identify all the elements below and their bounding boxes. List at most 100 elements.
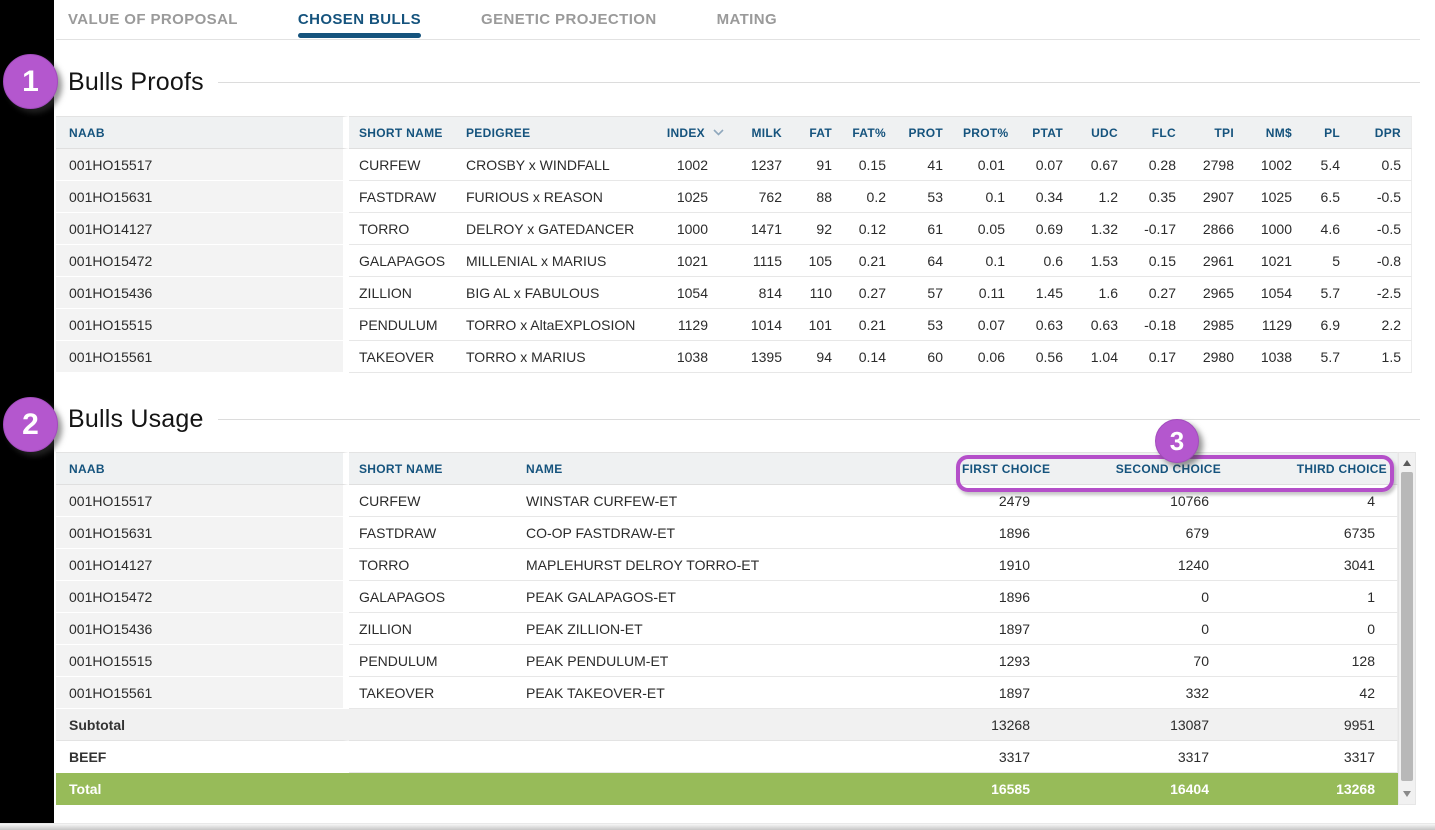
usage-data-row[interactable]: 001HO14127 TORRO MAPLEHURST DELROY TORRO-E… [56,549,1398,581]
column-header-prot[interactable]: PROT% [953,116,1015,149]
column-label: DPR [1374,125,1401,140]
proofs-table-row[interactable]: 001HO15561 TAKEOVER TORRO x MARIUS 1038 1395… [56,341,1412,373]
usage-total-row[interactable]: Total 16585 16404 13268 [56,773,1398,805]
column-header-short-name[interactable]: SHORT NAME [349,116,456,149]
proofs-table-row[interactable]: 001HO15515 PENDULUM TORRO x AltaEXPLOSION 1… [56,309,1412,341]
cell-fat: 88 [792,181,842,213]
cell-first-choice: 1293 [952,645,1052,677]
proofs-table-row[interactable]: 001HO15517 CURFEW CROSBY x WINDFALL 1002 123… [56,149,1412,181]
cell-tpi: 2965 [1186,277,1244,309]
cell-flc: 0.27 [1128,277,1186,309]
proofs-table-row[interactable]: 001HO15631 FASTDRAW FURIOUS x REASON 1025 76… [56,181,1412,213]
cell-first-choice: 13268 [952,709,1052,741]
cell-short-name [349,741,516,773]
cell-prot: 0.06 [953,341,1015,373]
cell-milk: 1395 [734,341,792,373]
tab-value-of-proposal[interactable]: VALUE OF PROPOSAL [68,0,238,39]
cell-pedigree: DELROY x GATEDANCER [456,213,656,245]
bulls-proofs-table: NAAB SHORT NAME PEDIGREE INDEX MILK FAT FAT% PR… [56,116,1412,373]
cell-naab: Subtotal [56,709,349,741]
proofs-table-row[interactable]: 001HO15472 GALAPAGOS MILLENIAL x MARIUS 102… [56,245,1412,277]
column-header-nm[interactable]: NM$ [1244,116,1302,149]
cell-short-name: FASTDRAW [349,517,516,549]
usage-data-row[interactable]: 001HO15436 ZILLION PEAK ZILLION-ET 1897 0 0 [56,613,1398,645]
cell-dpr: -0.5 [1350,181,1412,213]
proofs-table-row[interactable]: 001HO15436 ZILLION BIG AL x FABULOUS 1054 81… [56,277,1412,309]
cell-milk: 1471 [734,213,792,245]
usage-data-row[interactable]: 001HO15517 CURFEW WINSTAR CURFEW-ET 2479 107… [56,485,1398,517]
cell-name: CO-OP FASTDRAW-ET [516,517,952,549]
cell-milk: 1115 [734,245,792,277]
cell-first-choice: 1896 [952,517,1052,549]
column-header-fat[interactable]: FAT% [842,116,896,149]
cell-fat: 0.27 [842,277,896,309]
cell-third-choice: 42 [1231,677,1398,709]
cell-naab: 001HO15515 [56,645,349,677]
column-header-flc[interactable]: FLC [1128,116,1186,149]
usage-beef-row[interactable]: BEEF 3317 3317 3317 [56,741,1398,773]
column-header-first-choice[interactable]: FIRST CHOICE [952,452,1052,485]
cell-index: 1129 [656,309,734,341]
cell-third-choice: 3317 [1231,741,1398,773]
tab-genetic-projection[interactable]: GENETIC PROJECTION [481,0,657,39]
usage-data-row[interactable]: 001HO15561 TAKEOVER PEAK TAKEOVER-ET 1897 33… [56,677,1398,709]
column-header-index[interactable]: INDEX [656,116,734,149]
tab-chosen-bulls[interactable]: CHOSEN BULLS [297,0,422,39]
cell-index: 1002 [656,149,734,181]
column-header-tpi[interactable]: TPI [1186,116,1244,149]
title-divider [217,82,1420,83]
column-header-naab[interactable]: NAAB [56,116,349,149]
cell-first-choice: 16585 [952,773,1052,805]
cell-third-choice: 13268 [1231,773,1398,805]
column-header-prot[interactable]: PROT [896,116,953,149]
cell-short-name: TAKEOVER [349,341,456,373]
cell-short-name [349,773,516,805]
cell-prot: 0.01 [953,149,1015,181]
column-header-udc[interactable]: UDC [1073,116,1128,149]
scroll-up-button[interactable] [1399,455,1415,471]
vertical-scrollbar[interactable] [1398,452,1416,805]
column-header-fat[interactable]: FAT [792,116,842,149]
cell-naab: 001HO15631 [56,517,349,549]
column-header-ptat[interactable]: PTAT [1015,116,1073,149]
cell-short-name: PENDULUM [349,645,516,677]
tab-mating[interactable]: MATING [717,0,777,39]
column-header-second-choice[interactable]: SECOND CHOICE [1052,452,1231,485]
scroll-down-button[interactable] [1399,786,1415,802]
cell-dpr: -0.8 [1350,245,1412,277]
column-header-pl[interactable]: PL [1302,116,1350,149]
cell-nm: 1129 [1244,309,1302,341]
column-header-dpr[interactable]: DPR [1350,116,1412,149]
arrow-up-icon [1403,460,1411,466]
column-header-milk[interactable]: MILK [734,116,792,149]
column-label: PROT% [963,125,1009,140]
column-header-pedigree[interactable]: PEDIGREE [456,116,656,149]
column-header-name[interactable]: NAME [516,452,952,485]
cell-fat: 101 [792,309,842,341]
usage-data-row[interactable]: 001HO15515 PENDULUM PEAK PENDULUM-ET 1293 70… [56,645,1398,677]
column-label: SHORT NAME [359,461,443,476]
cell-naab: 001HO15517 [56,149,349,181]
usage-header-row: NAAB SHORT NAME NAME FIRST CHOICE SECOND CHO… [56,452,1398,485]
cell-naab: BEEF [56,741,349,773]
cell-udc: 1.53 [1073,245,1128,277]
cell-name: PEAK PENDULUM-ET [516,645,952,677]
cell-second-choice: 0 [1052,581,1231,613]
cell-naab: 001HO15472 [56,581,349,613]
cell-short-name: GALAPAGOS [349,245,456,277]
column-header-third-choice[interactable]: THIRD CHOICE [1231,452,1398,485]
usage-subtotal-row[interactable]: Subtotal 13268 13087 9951 [56,709,1398,741]
column-header-short-name[interactable]: SHORT NAME [349,452,516,485]
usage-data-row[interactable]: 001HO15472 GALAPAGOS PEAK GALAPAGOS-ET 1896… [56,581,1398,613]
cell-naab: Total [56,773,349,805]
proofs-table-row[interactable]: 001HO14127 TORRO DELROY x GATEDANCER 1000 14… [56,213,1412,245]
cell-name [516,741,952,773]
column-header-naab[interactable]: NAAB [56,452,349,485]
cell-second-choice: 1240 [1052,549,1231,581]
column-label: NAME [526,461,563,476]
usage-data-row[interactable]: 001HO15631 FASTDRAW CO-OP FASTDRAW-ET 1896 6… [56,517,1398,549]
cell-milk: 1237 [734,149,792,181]
chevron-down-icon[interactable] [713,128,724,136]
scrollbar-thumb[interactable] [1401,472,1413,781]
cell-dpr: 2.2 [1350,309,1412,341]
